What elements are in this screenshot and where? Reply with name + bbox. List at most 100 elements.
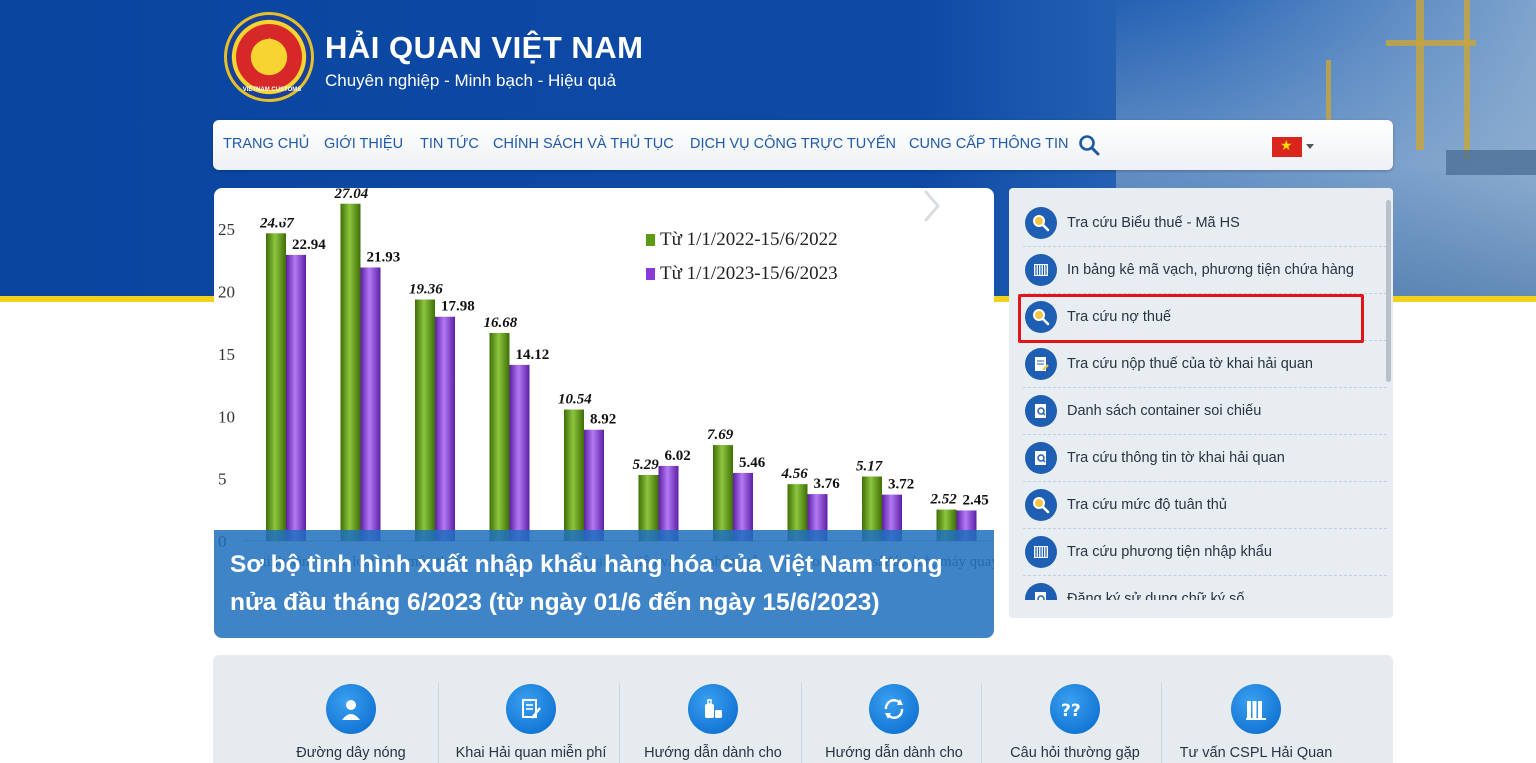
data-label: 2.45: [963, 492, 989, 508]
site-slogan: Chuyên nghiệp - Minh bạch - Hiệu quả: [325, 71, 617, 90]
search-icon[interactable]: [1078, 134, 1100, 156]
bar-2022: [638, 475, 659, 541]
bar-2023: [807, 494, 828, 541]
quick-link-item[interactable]: Hướng dẫn dành cho: [804, 655, 984, 763]
question-marks-icon: ??: [1050, 684, 1100, 734]
nav-item-news[interactable]: TIN TỨC: [420, 136, 479, 152]
data-label: 3.76: [814, 476, 841, 492]
barcode-icon: [1025, 254, 1057, 286]
luggage-icon: [688, 684, 738, 734]
customs-emblem-icon[interactable]: ★ VIETNAM CUSTOMS: [224, 12, 314, 102]
data-label: 21.93: [367, 249, 401, 265]
quick-link-label: Khai Hải quan miễn phí: [455, 745, 607, 761]
lookup-item-label: Tra cứu nộp thuế của tờ khai hải quan: [1067, 356, 1313, 372]
quick-link-divider: [1161, 683, 1162, 763]
magnifier-icon: [1025, 489, 1057, 521]
lookup-item[interactable]: Danh sách container soi chiếu: [1023, 388, 1387, 435]
bar-2023: [509, 364, 530, 541]
vietnam-flag-icon[interactable]: ★: [1272, 137, 1302, 157]
lookup-panel-scrollbar[interactable]: [1386, 200, 1391, 382]
data-label: 17.98: [441, 299, 475, 315]
slider-prev-arrow-icon[interactable]: [264, 188, 288, 224]
y-tick-label: 5: [218, 470, 227, 489]
quick-link-item[interactable]: Đường dây nóng: [261, 655, 441, 763]
quick-link-divider: [619, 683, 620, 763]
slider-next-arrow-icon[interactable]: [920, 188, 944, 224]
nav-item-online-services[interactable]: DỊCH VỤ CÔNG TRỰC TUYẾN: [690, 136, 897, 152]
lookup-item[interactable]: Tra cứu nộp thuế của tờ khai hải quan: [1023, 341, 1387, 388]
quick-link-label: Hướng dẫn dành cho: [825, 745, 963, 761]
magnifier-icon: [1025, 207, 1057, 239]
news-slider[interactable]: 0510152025 24.6727.0419.3616.6810.545.29…: [214, 188, 994, 638]
bar-2022: [266, 233, 286, 541]
bar-2023: [733, 472, 753, 541]
chevron-down-icon[interactable]: [1306, 144, 1314, 149]
data-label: 10.54: [558, 392, 592, 408]
quick-link-divider: [438, 683, 439, 763]
document-search-icon: [1025, 442, 1057, 474]
quick-link-divider: [801, 683, 802, 763]
hotline-agent-icon: [326, 684, 376, 734]
lookup-panel: Tra cứu Biểu thuế - Mã HS In bảng kê mã v…: [1009, 188, 1393, 618]
bar-2023: [882, 494, 902, 541]
lookup-item[interactable]: Tra cứu thông tin tờ khai hải quan: [1023, 435, 1387, 482]
quick-link-item[interactable]: Hướng dẫn dành cho: [623, 655, 803, 763]
quick-link-item[interactable]: Tư vấn CSPL Hải Quan: [1166, 655, 1346, 763]
bar-2023: [435, 316, 455, 541]
legend-swatch-2022: [646, 234, 655, 246]
books-icon: [1231, 684, 1281, 734]
nav-item-policies[interactable]: CHÍNH SÁCH VÀ THỦ TỤC: [493, 136, 674, 152]
nav-item-home[interactable]: TRANG CHỦ: [223, 136, 310, 152]
site-title[interactable]: HẢI QUAN VIỆT NAM: [325, 30, 644, 65]
nav-item-about[interactable]: GIỚI THIỆU: [324, 136, 404, 152]
quick-link-item[interactable]: Khai Hải quan miễn phí: [441, 655, 621, 763]
lookup-list: Tra cứu Biểu thuế - Mã HS In bảng kê mã v…: [1023, 200, 1387, 600]
legend-label-2022: Từ 1/1/2022-15/6/2022: [660, 229, 838, 250]
bar-2023: [360, 267, 381, 541]
quick-link-item[interactable]: ?? Câu hỏi thường gặp: [985, 655, 1165, 763]
bar-2022: [564, 409, 584, 541]
data-label: 5.17: [856, 459, 883, 475]
slide-caption[interactable]: Sơ bộ tình hình xuất nhập khẩu hàng hóa …: [214, 530, 994, 638]
quick-links-bar: Đường dây nóng Khai Hải quan miễn phí Hướn…: [213, 655, 1393, 763]
bar-2022: [713, 445, 733, 541]
barcode-icon: [1025, 536, 1057, 568]
data-label: 7.69: [707, 427, 734, 443]
main-nav: TRANG CHỦ GIỚI THIỆU TIN TỨC CHÍNH SÁCH …: [213, 120, 1393, 170]
y-tick-label: 15: [218, 345, 235, 364]
legend-swatch-2023: [646, 268, 655, 280]
lookup-item[interactable]: In bảng kê mã vạch, phương tiện chứa hàn…: [1023, 247, 1387, 294]
bar-2022: [862, 476, 882, 541]
data-label: 3.72: [888, 477, 914, 493]
bar-2023: [658, 465, 679, 541]
lookup-item[interactable]: Tra cứu phương tiện nhập khẩu: [1023, 529, 1387, 576]
lookup-item-label: Tra cứu phương tiện nhập khẩu: [1067, 544, 1272, 560]
highlight-box: [1018, 294, 1364, 343]
form-pen-icon: [506, 684, 556, 734]
data-label: 14.12: [516, 347, 550, 363]
lookup-item[interactable]: Tra cứu Biểu thuế - Mã HS: [1023, 200, 1387, 247]
y-tick-label: 10: [218, 407, 235, 426]
lookup-item-label: Tra cứu Biểu thuế - Mã HS: [1067, 215, 1240, 231]
y-tick-label: 25: [218, 220, 235, 239]
quick-link-label: Đường dây nóng: [296, 745, 406, 761]
data-label: 27.04: [334, 188, 369, 202]
bar-2022: [787, 484, 808, 541]
bar-2023: [286, 254, 306, 541]
lookup-item[interactable]: Tra cứu nợ thuế: [1023, 294, 1387, 341]
bar-2023: [584, 429, 604, 541]
data-label: 19.36: [409, 282, 443, 298]
magnifier-icon: [1025, 301, 1057, 333]
lookup-item-label: Tra cứu thông tin tờ khai hải quan: [1067, 450, 1285, 466]
lookup-item-label: Tra cứu nợ thuế: [1067, 309, 1172, 325]
data-label: 6.02: [665, 448, 691, 464]
quick-link-divider: [981, 683, 982, 763]
document-search-icon: [1025, 583, 1057, 600]
data-label: 8.92: [590, 412, 616, 428]
document-search-icon: [1025, 395, 1057, 427]
lookup-item[interactable]: Đăng ký sử dụng chữ ký số: [1023, 576, 1387, 600]
lookup-item[interactable]: Tra cứu mức độ tuân thủ: [1023, 482, 1387, 529]
bar-2022: [415, 299, 435, 541]
nav-item-information[interactable]: CUNG CẤP THÔNG TIN: [909, 136, 1069, 152]
data-label: 5.29: [633, 457, 660, 473]
